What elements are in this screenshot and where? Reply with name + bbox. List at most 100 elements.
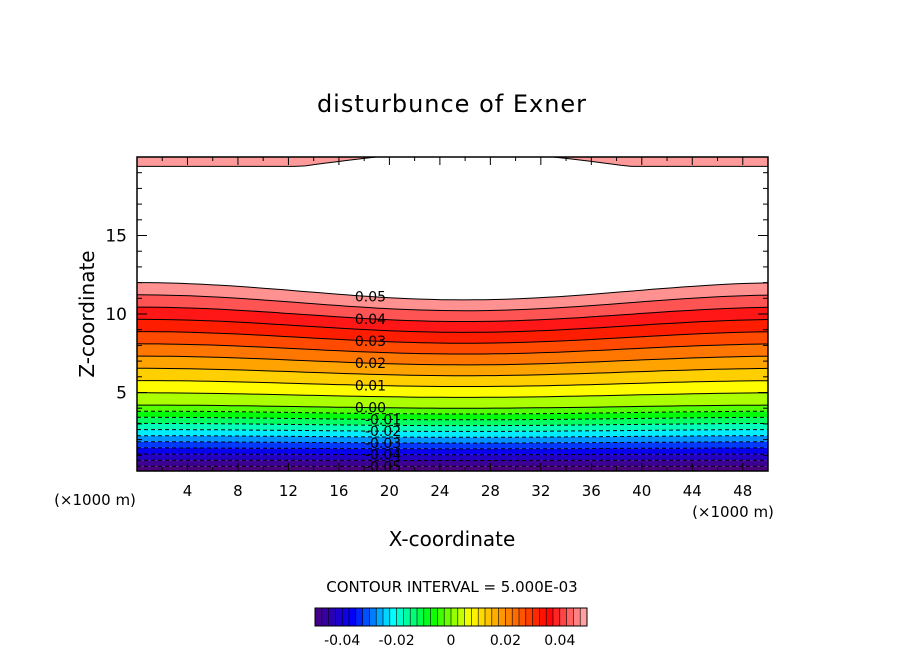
contour-line [137, 355, 768, 366]
x-tick-label: 4 [183, 482, 193, 500]
colorbar-cell [532, 608, 540, 626]
contour-line [137, 343, 768, 355]
contour-line [137, 404, 768, 409]
contour-line [137, 318, 768, 333]
contour-line [137, 447, 768, 450]
colorbar-cell [423, 608, 432, 626]
contour-label: 0.03 [355, 334, 386, 350]
field-band [137, 417, 768, 426]
x-tick-label: 12 [279, 482, 298, 500]
top-pink-region [137, 157, 768, 167]
field-band [137, 380, 768, 398]
colorbar-cell [525, 608, 534, 626]
colorbar-cell [403, 608, 411, 626]
field-band [137, 282, 768, 311]
x-unit-left: (×1000 m) [54, 491, 136, 509]
colorbar-cell [512, 608, 520, 626]
colorbar-cell [566, 608, 574, 626]
contour-label: -0.04 [365, 448, 401, 464]
colorbar-cell [553, 608, 561, 626]
colorbar-cell [539, 608, 547, 626]
colorbar-cell [478, 608, 486, 626]
colorbar-cell [376, 608, 384, 626]
x-tick-label: 24 [430, 482, 449, 500]
x-tick-label: 36 [582, 482, 601, 500]
contour-label: 0.04 [355, 312, 386, 328]
contour-field [137, 157, 768, 471]
contour-label: -0.05 [365, 459, 401, 475]
colorbar-cell [546, 608, 554, 626]
contour-lines [137, 157, 768, 467]
contour-line [137, 157, 768, 167]
contour-label: -0.02 [365, 424, 401, 440]
field-band [137, 319, 768, 344]
field-band [137, 441, 768, 449]
x-axis-label: X-coordinate [389, 527, 516, 551]
colorbar-ticks: -0.04 -0.02 0 0.02 0.04 [324, 633, 575, 649]
colorbar-cell [315, 608, 323, 626]
colorbar-tick-label: 0.04 [544, 633, 575, 649]
colorbar-cell [396, 608, 404, 626]
field-band [137, 429, 768, 438]
field-band [137, 392, 768, 409]
colorbar-cell [349, 608, 357, 626]
contour-label: 0.05 [355, 290, 386, 306]
colorbar-cell [437, 608, 445, 626]
field-band [137, 435, 768, 444]
field-band [137, 466, 768, 471]
colorbar-tick-label: -0.04 [324, 633, 360, 649]
contour-line [137, 392, 768, 398]
colorbar-cell [471, 608, 479, 626]
y-tick-label: 10 [105, 305, 127, 325]
x-tick-label: 16 [329, 482, 348, 500]
colorbar-cell [389, 608, 398, 626]
contour-label: 0.00 [355, 401, 386, 417]
contour-line [137, 294, 768, 312]
colorbar-cell [573, 608, 581, 626]
contour-label: -0.01 [365, 412, 401, 428]
colorbar-cell [505, 608, 513, 626]
field-band [137, 411, 768, 420]
contour-line [137, 416, 768, 421]
x-tick-label: 32 [531, 482, 550, 500]
field-band [137, 460, 768, 467]
colorbar-tick-label: 0 [447, 633, 456, 649]
colorbar-cell [485, 608, 493, 626]
colorbar-tick-label: -0.02 [378, 633, 414, 649]
colorbar-tick-label: 0.02 [490, 633, 521, 649]
contour-line [137, 422, 768, 427]
contour-line [137, 306, 768, 322]
colorbar-cell [362, 608, 370, 626]
colorbar-cell [342, 608, 350, 626]
contour-label: -0.03 [365, 436, 401, 452]
contour-line [137, 331, 768, 344]
colorbar-cell [519, 608, 527, 626]
field-band [137, 294, 768, 322]
contour-line [137, 282, 768, 301]
chart-title: disturbunce of Exner [317, 90, 587, 118]
colorbar-cell [355, 608, 364, 626]
x-tick-label: 40 [632, 482, 651, 500]
colorbar-cell [335, 608, 343, 626]
contour-line [137, 380, 768, 387]
colorbar-cell [410, 608, 418, 626]
y-ticks: 5 10 15 [105, 172, 768, 456]
contour-line [137, 435, 768, 438]
field-band [137, 447, 768, 455]
x-unit-right: (×1000 m) [692, 503, 774, 521]
colorbar-cell [383, 608, 391, 626]
colorbar [314, 608, 588, 626]
colorbar-cell [430, 608, 438, 626]
x-tick-label: 28 [481, 482, 500, 500]
x-tick-label: 20 [380, 482, 399, 500]
colorbar-cell [328, 608, 336, 626]
contour-line [137, 441, 768, 444]
y-axis-label: Z-coordinate [75, 250, 99, 377]
x-tick-label: 8 [233, 482, 243, 500]
colorbar-cell [369, 608, 377, 626]
contour-labels: 0.050.040.030.020.010.00-0.01-0.02-0.03-… [355, 290, 401, 476]
y-tick-label: 15 [105, 227, 127, 247]
y-tick-label: 5 [116, 384, 127, 404]
colorbar-frame [314, 607, 588, 627]
